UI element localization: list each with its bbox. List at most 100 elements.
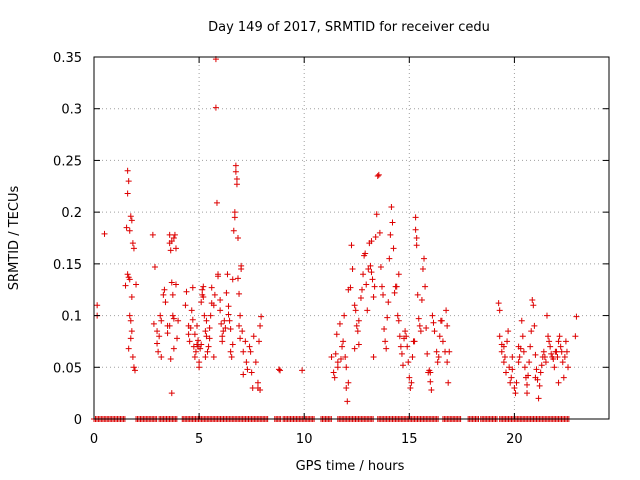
data-point xyxy=(128,328,135,335)
data-point xyxy=(381,326,388,333)
data-point xyxy=(349,266,356,273)
data-point xyxy=(334,359,341,366)
data-point xyxy=(211,291,218,298)
data-point xyxy=(208,284,215,291)
data-point xyxy=(513,379,520,386)
data-point xyxy=(504,338,511,345)
data-point xyxy=(213,199,220,206)
data-point xyxy=(246,343,253,350)
data-point xyxy=(540,348,547,355)
data-point xyxy=(526,359,533,366)
data-point xyxy=(225,303,232,310)
data-point xyxy=(429,312,436,319)
data-point xyxy=(528,328,535,335)
data-point xyxy=(275,366,282,373)
data-point xyxy=(203,333,210,340)
data-point xyxy=(555,338,562,345)
data-point xyxy=(541,353,548,360)
grid-lines xyxy=(94,57,609,419)
y-tick-label: 0.25 xyxy=(53,154,82,169)
data-point xyxy=(230,227,237,234)
data-point xyxy=(198,299,205,306)
data-point xyxy=(436,333,443,340)
data-point xyxy=(371,283,378,290)
data-point xyxy=(215,271,222,278)
x-axis-label: GPS time / hours xyxy=(296,459,405,474)
data-point xyxy=(550,356,557,363)
data-point xyxy=(374,172,381,179)
data-point xyxy=(524,381,531,388)
data-point xyxy=(125,345,132,352)
data-point xyxy=(407,384,414,391)
data-point xyxy=(223,289,230,296)
data-point xyxy=(328,353,335,360)
data-point xyxy=(351,302,358,309)
data-point xyxy=(413,235,420,241)
data-point xyxy=(387,231,394,238)
x-tick-label: 5 xyxy=(195,432,203,447)
data-point xyxy=(404,343,411,350)
data-point xyxy=(563,348,570,355)
data-point xyxy=(128,293,135,300)
data-point xyxy=(365,266,372,273)
data-point xyxy=(390,245,397,252)
data-point xyxy=(388,203,395,210)
data-point xyxy=(417,328,424,335)
data-point xyxy=(195,337,202,344)
data-point xyxy=(200,283,207,290)
data-point xyxy=(123,224,130,231)
data-point xyxy=(434,359,441,366)
data-point xyxy=(355,341,362,348)
data-point xyxy=(500,343,507,350)
data-point xyxy=(232,168,239,175)
data-point xyxy=(547,343,554,350)
data-point xyxy=(162,299,169,306)
data-point xyxy=(500,359,507,366)
data-point xyxy=(170,315,177,322)
data-point xyxy=(555,379,562,386)
data-point xyxy=(171,231,178,238)
data-point xyxy=(186,338,193,345)
data-point xyxy=(559,359,566,366)
data-point xyxy=(126,312,133,319)
data-point xyxy=(219,338,226,345)
data-point xyxy=(157,312,164,319)
data-point xyxy=(344,398,351,405)
data-point xyxy=(507,379,514,386)
data-point xyxy=(166,231,173,238)
data-point xyxy=(408,379,415,386)
data-point xyxy=(496,333,503,340)
data-point xyxy=(418,297,425,304)
data-point xyxy=(150,320,157,327)
data-point xyxy=(525,372,532,379)
data-point xyxy=(423,324,430,331)
data-point xyxy=(389,219,396,226)
y-tick-label: 0.2 xyxy=(61,206,82,221)
data-point xyxy=(403,333,410,340)
data-point xyxy=(424,350,431,357)
data-point xyxy=(172,281,179,288)
data-point xyxy=(174,335,181,342)
data-point xyxy=(538,362,545,369)
data-point xyxy=(240,348,247,355)
data-point xyxy=(212,104,219,111)
data-point xyxy=(236,290,243,297)
data-point xyxy=(339,343,346,350)
data-point xyxy=(206,324,213,331)
data-point xyxy=(222,324,229,331)
data-point xyxy=(94,302,101,309)
data-point xyxy=(548,350,555,357)
data-point xyxy=(249,384,256,391)
data-point xyxy=(332,350,339,357)
data-point xyxy=(336,320,343,327)
data-point xyxy=(573,313,580,320)
data-point xyxy=(196,359,203,366)
data-point xyxy=(217,297,224,304)
data-point xyxy=(395,317,402,324)
data-point xyxy=(126,276,133,283)
data-point xyxy=(431,328,438,335)
data-point xyxy=(170,345,177,352)
data-point xyxy=(250,333,257,340)
data-point xyxy=(149,231,156,238)
data-point xyxy=(226,317,233,324)
